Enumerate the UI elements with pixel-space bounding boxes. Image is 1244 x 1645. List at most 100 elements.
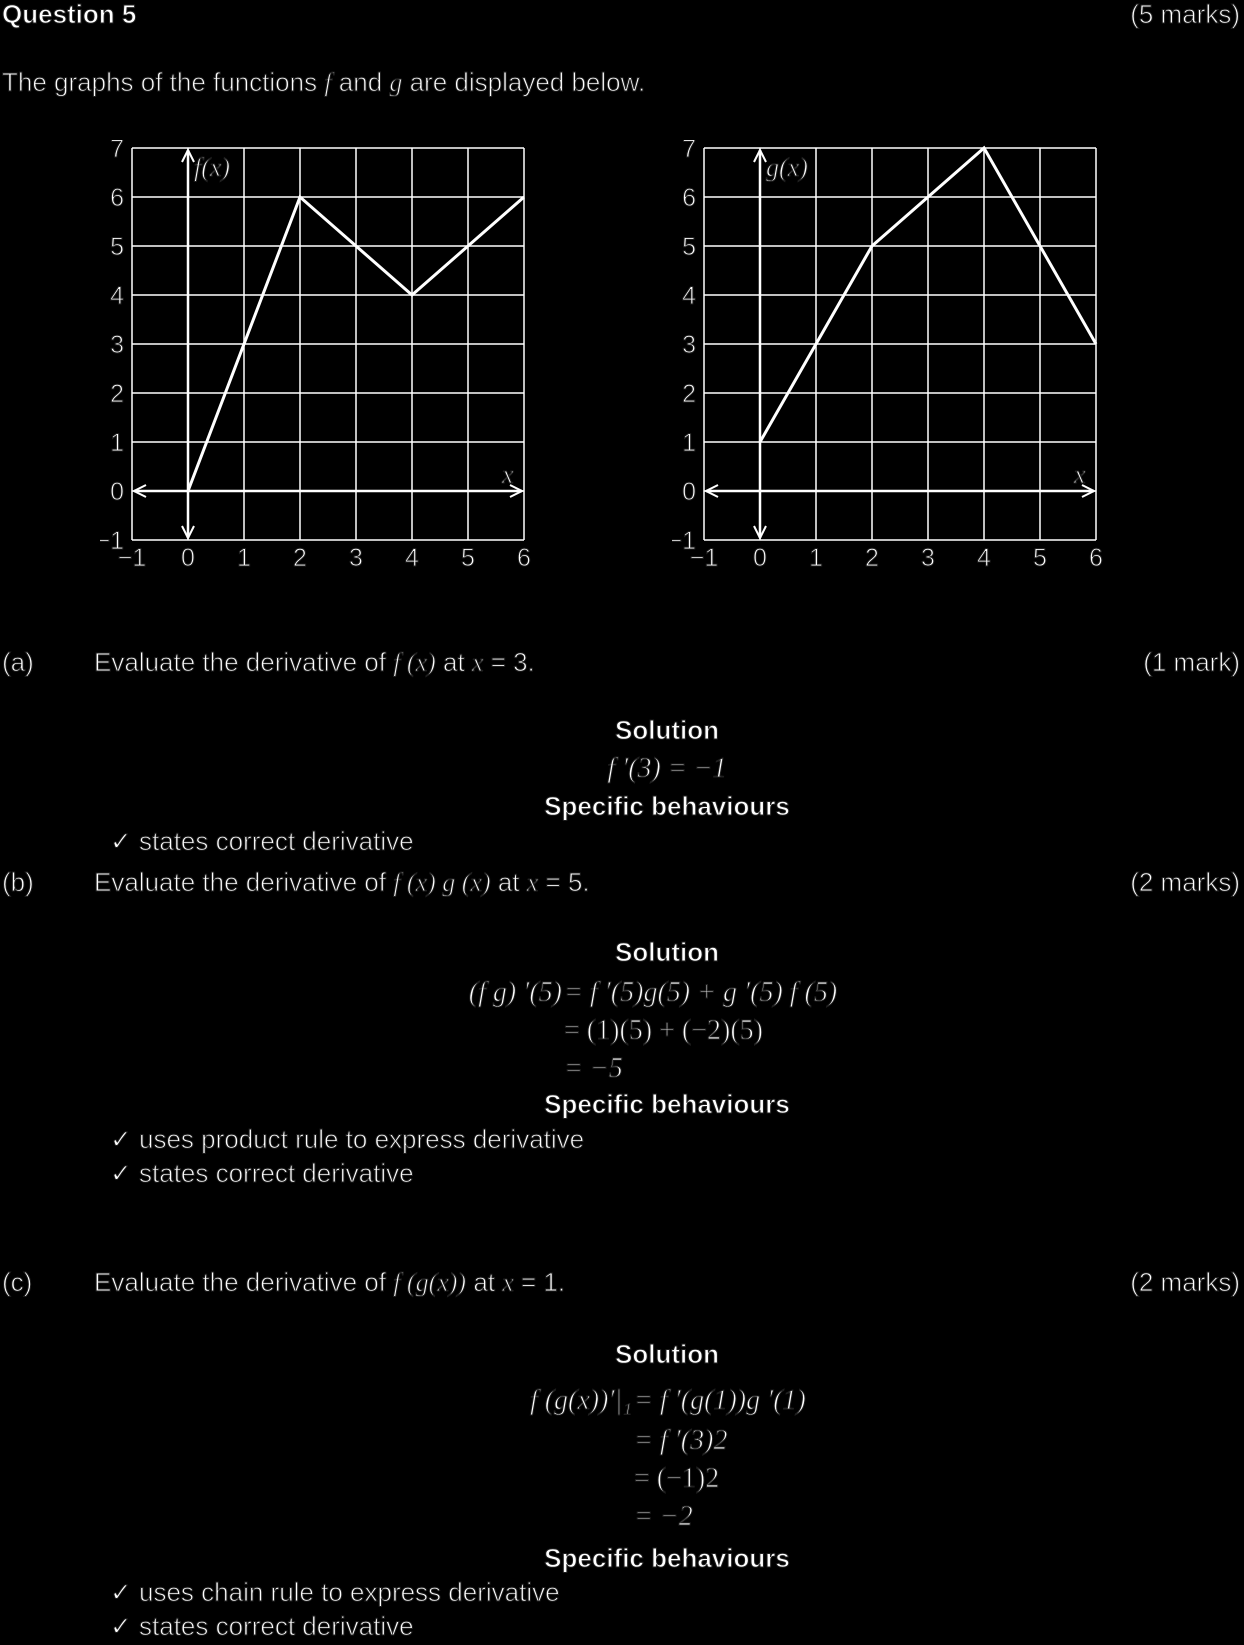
graph-g-series-line <box>758 145 1098 443</box>
part-b-marks: (2 marks) <box>1130 867 1241 898</box>
graph-g-x-tick-label: 5 <box>1033 544 1047 572</box>
graph-g-x-tick-label: 3 <box>921 544 935 572</box>
part-b-behaviours-heading: Specific behaviours <box>544 1089 791 1120</box>
graph-g-arrow-left <box>703 484 719 498</box>
graph-g-y-tick-label: 6 <box>682 184 696 212</box>
part-b-solution-heading: Solution <box>615 937 720 968</box>
part-a-marks: (1 mark) <box>1143 647 1241 678</box>
part-b-question-prefix: Evaluate the derivative of <box>93 867 394 898</box>
part-c-behaviours-heading: Specific behaviours <box>544 1543 791 1574</box>
part-a-question-x: x <box>471 648 484 678</box>
part-a-label: (a) <box>2 647 35 678</box>
part-c-question: Evaluate the derivative of f (g(x)) at x… <box>93 1266 566 1299</box>
graph-g-y-tick-label: 3 <box>682 331 696 359</box>
intro-f: f <box>324 68 332 98</box>
part-c-marks: (2 marks) <box>1130 1267 1241 1298</box>
part-c-question-at: at <box>466 1267 503 1298</box>
graph-g-x-tick-label: 4 <box>977 544 991 572</box>
part-c-label: (c) <box>1 1267 33 1298</box>
graph-f-xlabel: x <box>501 460 514 489</box>
part-c-solution-rhs: = f ′(g(1))g ′(1) <box>634 1385 807 1417</box>
intro-mid: and <box>331 67 390 98</box>
part-c-solution-line-3: = (−1)2 <box>633 1463 720 1495</box>
graph-f-series-line <box>186 194 525 492</box>
part-a-behaviour-1: ✓ states correct derivative <box>110 826 415 857</box>
graph-g-x-tick-label: 6 <box>1089 544 1103 572</box>
intro-suffix: are displayed below. <box>402 67 646 98</box>
part-b-question-x: x <box>526 868 539 898</box>
graph-g-y-tick-label: 2 <box>682 380 696 408</box>
question-marks: (5 marks) <box>1130 0 1241 30</box>
part-c-question-prefix: Evaluate the derivative of <box>93 1267 394 1298</box>
question-title: Question 5 <box>1 0 137 30</box>
graph-f-x-tick-label: −1 <box>118 544 147 572</box>
graph-f-arrow-up <box>181 147 195 163</box>
part-b-question-at: at <box>490 867 527 898</box>
graph-f-y-tick-label: −1 <box>100 527 124 555</box>
graph-g-y-tick-label: 0 <box>682 478 696 506</box>
graph-f-arrow-down <box>181 525 195 541</box>
part-b-solution-lhs: (f g) ′(5) <box>468 977 562 1009</box>
graph-g-x-tick-label: 1 <box>809 544 823 572</box>
graph-f-arrow-right <box>509 484 525 498</box>
graph-g-y-tick-label: −1 <box>672 527 696 555</box>
intro-g: g <box>389 68 403 98</box>
part-a-question: Evaluate the derivative of f (x) at x = … <box>93 646 535 679</box>
graph-f-x-tick-label: 3 <box>349 544 363 572</box>
part-b-label: (b) <box>2 867 35 898</box>
part-a-question-value: = 3. <box>483 647 535 678</box>
graph-f-y-tick-label: 6 <box>110 184 124 212</box>
part-c-question-value: = 1. <box>513 1267 566 1298</box>
graph-f-x-tick-label: 1 <box>237 544 251 572</box>
graph-g-xlabel: x <box>1073 460 1086 489</box>
graph-f-ylabel: f(x) <box>194 153 230 182</box>
graph-g-ylabel: g(x) <box>766 153 808 182</box>
graph-g-x-tick-label: −1 <box>690 544 719 572</box>
graph-f-data-point <box>187 490 189 492</box>
graph-f-data-point <box>411 294 413 296</box>
graph-g-data-point <box>983 147 985 149</box>
part-b-behaviour-2: ✓ states correct derivative <box>110 1158 415 1189</box>
part-a-question-at: at <box>435 647 472 678</box>
graph-f-y-tick-label: 5 <box>110 233 124 261</box>
part-c-solution-lhs: f (g(x))′|₁ <box>529 1385 632 1417</box>
part-b-solution-line-2: = (1)(5) + (−2)(5) <box>564 1015 764 1047</box>
graph-f-y-tick-label: 2 <box>110 380 124 408</box>
part-a-behaviours-heading: Specific behaviours <box>544 791 791 822</box>
part-a-solution-heading: Solution <box>615 715 720 746</box>
part-b-solution-line-3: = −5 <box>564 1053 624 1085</box>
graph-g-y-tick-label: 5 <box>682 233 696 261</box>
graph-g-y-tick-label: 4 <box>682 282 696 310</box>
part-b-question-value: = 5. <box>538 867 590 898</box>
graph-g-x-tick-label: 2 <box>865 544 879 572</box>
graph-f-data-point <box>299 196 301 198</box>
graph-f: −1 0 1 2 3 4 5 6 7 −1 0 1 2 3 4 5 6 f(x) x <box>100 140 531 573</box>
intro-prefix: The graphs of the functions <box>1 67 325 98</box>
graph-f-arrow-left <box>131 484 147 498</box>
graph-g-y-tick-label: 7 <box>682 140 696 163</box>
graph-g-data-point <box>871 245 873 247</box>
graph-f-y-tick-label: 4 <box>110 282 124 310</box>
graph-f-x-tick-label: 6 <box>517 544 531 572</box>
part-c-behaviour-2: ✓ states correct derivative <box>110 1611 415 1642</box>
part-c-question-x: x <box>502 1268 515 1298</box>
graph-g-data-point <box>1095 343 1097 345</box>
intro-text: The graphs of the functions f and g are … <box>1 66 646 99</box>
graph-g-y-tick-label: 1 <box>682 429 696 457</box>
part-b-solution-rhs: = f ′(5)g(5) + g ′(5) f (5) <box>563 977 838 1009</box>
graph-f-y-tick-label: 0 <box>110 478 124 506</box>
graph-g-arrow-right <box>1081 484 1097 498</box>
graph-f-x-tick-label: 4 <box>405 544 419 572</box>
graph-g-data-point <box>759 441 761 443</box>
graph-f-x-tick-label: 0 <box>181 544 195 572</box>
graph-f-y-tick-label: 7 <box>110 140 124 163</box>
part-b-question-fn: f (x) g (x) <box>393 868 491 898</box>
part-b-behaviour-1: ✓ uses product rule to express derivativ… <box>109 1124 585 1155</box>
part-c-solution-line-4: = −2 <box>634 1501 694 1533</box>
graph-g: −1 0 1 2 3 4 5 6 7 −1 0 1 2 3 4 5 6 g(x) x <box>672 140 1103 573</box>
part-a-question-fn: f (x) <box>393 648 437 678</box>
graph-g-arrow-up <box>753 147 767 163</box>
part-c-solution-line-2: = f ′(3)2 <box>633 1425 728 1457</box>
part-c-question-fn: f (g(x)) <box>393 1268 467 1298</box>
graph-f-data-point <box>523 196 525 198</box>
